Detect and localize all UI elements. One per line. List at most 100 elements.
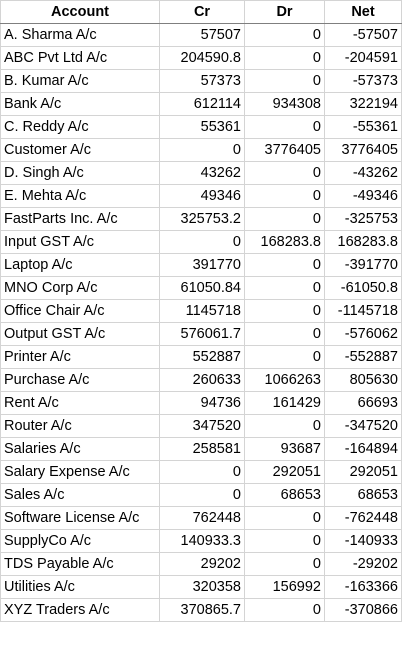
- net-cell[interactable]: 66693: [324, 391, 402, 415]
- dr-cell[interactable]: 156992: [244, 575, 325, 599]
- net-cell[interactable]: -57507: [324, 23, 402, 47]
- net-cell[interactable]: -49346: [324, 184, 402, 208]
- cr-cell[interactable]: 55361: [159, 115, 245, 139]
- cr-cell[interactable]: 57373: [159, 69, 245, 93]
- account-cell[interactable]: Salary Expense A/c: [0, 460, 160, 484]
- net-cell[interactable]: -61050.8: [324, 276, 402, 300]
- account-cell[interactable]: Bank A/c: [0, 92, 160, 116]
- account-cell[interactable]: Software License A/c: [0, 506, 160, 530]
- account-cell[interactable]: Salaries A/c: [0, 437, 160, 461]
- dr-cell[interactable]: 0: [244, 69, 325, 93]
- cr-cell[interactable]: 61050.84: [159, 276, 245, 300]
- net-cell[interactable]: -164894: [324, 437, 402, 461]
- net-cell[interactable]: 168283.8: [324, 230, 402, 254]
- dr-cell[interactable]: 0: [244, 46, 325, 70]
- cr-cell[interactable]: 347520: [159, 414, 245, 438]
- cr-cell[interactable]: 762448: [159, 506, 245, 530]
- cr-cell[interactable]: 140933.3: [159, 529, 245, 553]
- account-cell[interactable]: Input GST A/c: [0, 230, 160, 254]
- account-cell[interactable]: Customer A/c: [0, 138, 160, 162]
- dr-cell[interactable]: 934308: [244, 92, 325, 116]
- cr-cell[interactable]: 260633: [159, 368, 245, 392]
- net-cell[interactable]: 322194: [324, 92, 402, 116]
- dr-cell[interactable]: 0: [244, 299, 325, 323]
- account-cell[interactable]: E. Mehta A/c: [0, 184, 160, 208]
- account-cell[interactable]: Sales A/c: [0, 483, 160, 507]
- net-cell[interactable]: 68653: [324, 483, 402, 507]
- net-cell[interactable]: 805630: [324, 368, 402, 392]
- cr-cell[interactable]: 1145718: [159, 299, 245, 323]
- dr-cell[interactable]: 0: [244, 253, 325, 277]
- cr-cell[interactable]: 43262: [159, 161, 245, 185]
- cr-cell[interactable]: 49346: [159, 184, 245, 208]
- net-cell[interactable]: 292051: [324, 460, 402, 484]
- cr-cell[interactable]: 552887: [159, 345, 245, 369]
- dr-cell[interactable]: 3776405: [244, 138, 325, 162]
- cr-cell[interactable]: 391770: [159, 253, 245, 277]
- cr-cell[interactable]: 0: [159, 138, 245, 162]
- net-cell[interactable]: -1145718: [324, 299, 402, 323]
- dr-cell[interactable]: 0: [244, 115, 325, 139]
- account-cell[interactable]: D. Singh A/c: [0, 161, 160, 185]
- cr-cell[interactable]: 612114: [159, 92, 245, 116]
- account-cell[interactable]: Rent A/c: [0, 391, 160, 415]
- dr-cell[interactable]: 0: [244, 322, 325, 346]
- header-dr[interactable]: Dr: [244, 0, 325, 24]
- cr-cell[interactable]: 576061.7: [159, 322, 245, 346]
- account-cell[interactable]: Output GST A/c: [0, 322, 160, 346]
- dr-cell[interactable]: 0: [244, 506, 325, 530]
- cr-cell[interactable]: 57507: [159, 23, 245, 47]
- dr-cell[interactable]: 0: [244, 529, 325, 553]
- cr-cell[interactable]: 320358: [159, 575, 245, 599]
- dr-cell[interactable]: 168283.8: [244, 230, 325, 254]
- account-cell[interactable]: Purchase A/c: [0, 368, 160, 392]
- account-cell[interactable]: Laptop A/c: [0, 253, 160, 277]
- dr-cell[interactable]: 0: [244, 598, 325, 622]
- header-net[interactable]: Net: [324, 0, 402, 24]
- cr-cell[interactable]: 370865.7: [159, 598, 245, 622]
- dr-cell[interactable]: 292051: [244, 460, 325, 484]
- dr-cell[interactable]: 0: [244, 552, 325, 576]
- net-cell[interactable]: 3776405: [324, 138, 402, 162]
- account-cell[interactable]: FastParts Inc. A/c: [0, 207, 160, 231]
- account-cell[interactable]: C. Reddy A/c: [0, 115, 160, 139]
- dr-cell[interactable]: 0: [244, 414, 325, 438]
- cr-cell[interactable]: 94736: [159, 391, 245, 415]
- net-cell[interactable]: -576062: [324, 322, 402, 346]
- account-cell[interactable]: SupplyCo A/c: [0, 529, 160, 553]
- net-cell[interactable]: -55361: [324, 115, 402, 139]
- net-cell[interactable]: -163366: [324, 575, 402, 599]
- account-cell[interactable]: Router A/c: [0, 414, 160, 438]
- account-cell[interactable]: Office Chair A/c: [0, 299, 160, 323]
- net-cell[interactable]: -29202: [324, 552, 402, 576]
- dr-cell[interactable]: 0: [244, 207, 325, 231]
- cr-cell[interactable]: 0: [159, 460, 245, 484]
- net-cell[interactable]: -347520: [324, 414, 402, 438]
- account-cell[interactable]: MNO Corp A/c: [0, 276, 160, 300]
- header-account[interactable]: Account: [0, 0, 160, 24]
- account-cell[interactable]: ABC Pvt Ltd A/c: [0, 46, 160, 70]
- dr-cell[interactable]: 0: [244, 184, 325, 208]
- account-cell[interactable]: Utilities A/c: [0, 575, 160, 599]
- dr-cell[interactable]: 0: [244, 345, 325, 369]
- net-cell[interactable]: -140933: [324, 529, 402, 553]
- net-cell[interactable]: -57373: [324, 69, 402, 93]
- account-cell[interactable]: A. Sharma A/c: [0, 23, 160, 47]
- net-cell[interactable]: -552887: [324, 345, 402, 369]
- cr-cell[interactable]: 29202: [159, 552, 245, 576]
- cr-cell[interactable]: 0: [159, 483, 245, 507]
- account-cell[interactable]: TDS Payable A/c: [0, 552, 160, 576]
- dr-cell[interactable]: 0: [244, 161, 325, 185]
- dr-cell[interactable]: 68653: [244, 483, 325, 507]
- header-cr[interactable]: Cr: [159, 0, 245, 24]
- account-cell[interactable]: XYZ Traders A/c: [0, 598, 160, 622]
- account-cell[interactable]: B. Kumar A/c: [0, 69, 160, 93]
- dr-cell[interactable]: 93687: [244, 437, 325, 461]
- dr-cell[interactable]: 161429: [244, 391, 325, 415]
- dr-cell[interactable]: 0: [244, 23, 325, 47]
- dr-cell[interactable]: 0: [244, 276, 325, 300]
- dr-cell[interactable]: 1066263: [244, 368, 325, 392]
- net-cell[interactable]: -325753: [324, 207, 402, 231]
- cr-cell[interactable]: 258581: [159, 437, 245, 461]
- net-cell[interactable]: -43262: [324, 161, 402, 185]
